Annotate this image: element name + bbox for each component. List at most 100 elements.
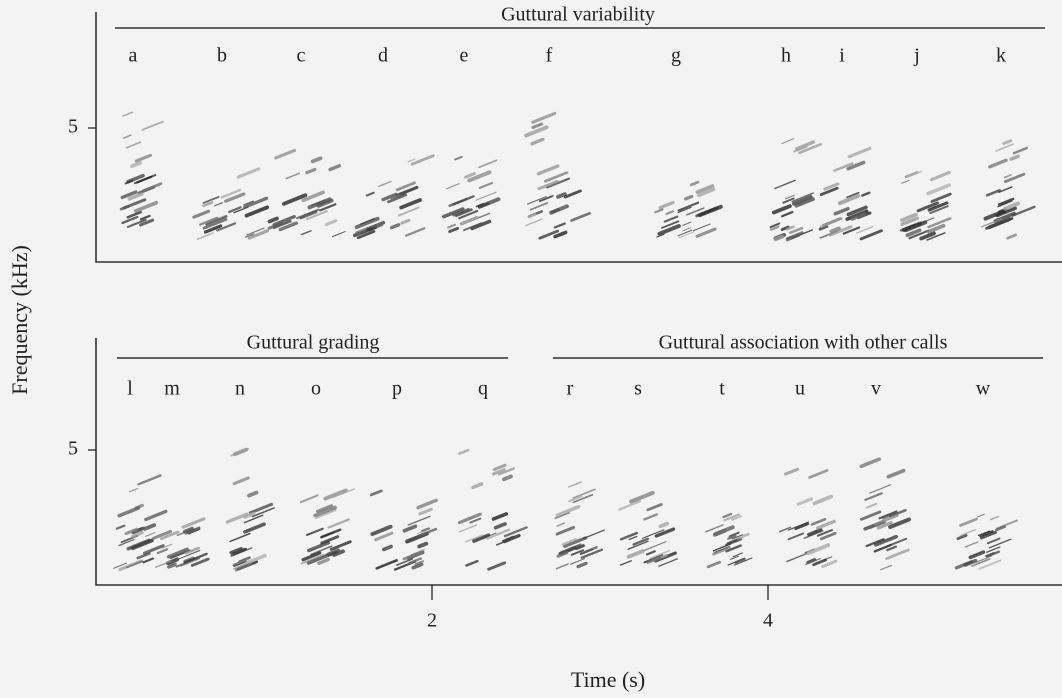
spectrogram-trace xyxy=(229,546,243,554)
spectrogram-trace xyxy=(1012,146,1028,155)
spectrogram-trace xyxy=(865,502,878,509)
spectrogram-trace xyxy=(629,490,655,504)
spectrogram-trace xyxy=(399,198,422,210)
spectrogram-trace xyxy=(692,223,711,232)
spectrogram-trace xyxy=(677,229,693,237)
spectrogram-trace xyxy=(806,558,817,564)
spectrogram-trace xyxy=(161,543,173,549)
spectrogram-trace xyxy=(686,207,705,216)
spectrogram-trace xyxy=(833,162,854,172)
spectrogram-trace xyxy=(301,551,322,562)
spectrogram-trace xyxy=(397,206,420,217)
spectrogram-trace xyxy=(926,183,951,196)
spectrogram-trace xyxy=(879,564,893,571)
spectrogram-trace xyxy=(465,559,479,567)
call-label: q xyxy=(478,378,488,400)
spectrogram-trace xyxy=(903,220,928,233)
spectrogram-trace xyxy=(964,541,979,548)
spectrogram-trace xyxy=(632,537,650,546)
spectrogram-trace xyxy=(626,549,645,559)
panel-1-axes xyxy=(95,12,1062,263)
spectrogram-trace xyxy=(354,216,380,230)
call-label: m xyxy=(164,378,180,400)
spectrogram-trace xyxy=(214,202,223,207)
spectrogram-trace xyxy=(202,201,214,208)
spectrogram-trace xyxy=(232,447,248,457)
y-tick-label: 5 xyxy=(68,116,78,138)
spectrogram-trace xyxy=(120,190,138,200)
spectrogram-trace xyxy=(663,215,679,223)
spectrogram-trace xyxy=(467,170,492,183)
spectrogram-trace xyxy=(665,210,675,215)
spectrogram-trace xyxy=(323,488,348,501)
spectrogram-trace xyxy=(133,200,159,213)
spectrogram-trace xyxy=(971,558,991,567)
spectrogram-trace xyxy=(734,557,746,564)
spectrogram-trace xyxy=(572,488,596,499)
spectrogram-trace xyxy=(684,194,694,201)
spectrogram-trace xyxy=(234,562,252,572)
spectrogram-trace xyxy=(118,539,135,547)
spectrogram-trace xyxy=(815,519,836,530)
spectrogram-trace xyxy=(232,558,250,566)
spectrogram-trace xyxy=(850,212,866,221)
spectrogram-trace xyxy=(407,158,416,163)
spectrogram-trace xyxy=(225,512,249,524)
spectrogram-trace xyxy=(448,226,460,234)
spectrogram-trace xyxy=(730,555,739,560)
spectrogram-trace xyxy=(382,544,393,552)
spectrogram-trace xyxy=(769,222,781,228)
spectrogram-trace xyxy=(774,179,796,190)
spectrogram-trace xyxy=(810,517,827,526)
spectrogram-trace xyxy=(374,531,394,542)
spectrogram-trace xyxy=(306,553,330,565)
spectrogram-trace xyxy=(987,217,1012,230)
spectrogram-trace xyxy=(563,189,582,199)
spectrogram-trace xyxy=(281,193,308,206)
spectrogram-trace xyxy=(310,156,323,164)
spectrogram-trace xyxy=(733,557,753,566)
spectrogram-trace xyxy=(963,558,978,567)
spectrogram-trace xyxy=(454,155,463,161)
spectrogram-trace xyxy=(900,212,918,223)
spectrogram-trace xyxy=(908,229,930,240)
spectrogram-trace xyxy=(798,142,823,155)
spectrogram-trace xyxy=(842,226,861,235)
spectrogram-trace xyxy=(331,231,346,238)
spectrogram-trace xyxy=(202,217,228,230)
spectrogram-trace xyxy=(230,547,246,557)
spectrogram-trace xyxy=(356,230,376,240)
spectrogram-trace xyxy=(1003,201,1020,211)
spectrogram-trace xyxy=(980,530,997,540)
spectrogram-trace xyxy=(859,229,883,241)
spectrogram-trace xyxy=(190,557,210,567)
spectrogram-trace xyxy=(771,204,792,215)
spectrogram-trace xyxy=(712,546,731,556)
spectrogram-trace xyxy=(139,218,155,227)
spectrogram-trace xyxy=(236,167,261,179)
call-label: e xyxy=(460,45,469,67)
spectrogram-trace xyxy=(1006,233,1017,240)
spectrogram-trace xyxy=(649,549,671,560)
spectrogram-trace xyxy=(156,548,169,555)
spectrogram-trace xyxy=(310,545,333,556)
spectrogram-trace xyxy=(167,562,177,569)
spectrogram-trace xyxy=(498,467,515,476)
call-label: j xyxy=(913,45,920,67)
spectrogram-trace xyxy=(125,560,144,569)
spectrogram-trace xyxy=(418,507,433,516)
spectrogram-trace xyxy=(778,526,792,533)
spectrogram-trace xyxy=(919,231,936,241)
spectrogram-trace xyxy=(192,209,211,219)
spectrogram-trace xyxy=(317,557,330,565)
spectrogram-trace xyxy=(628,535,638,541)
spectrogram-trace xyxy=(478,181,494,189)
call-label: r xyxy=(567,378,574,400)
spectrogram-trace xyxy=(658,200,675,210)
spectrogram-trace xyxy=(847,146,872,159)
spectrogram-trace xyxy=(816,529,833,537)
spectrogram-trace xyxy=(485,528,511,540)
spectrogram-trace xyxy=(327,518,350,529)
spectrogram-trace xyxy=(930,192,952,203)
spectrogram-trace xyxy=(576,561,588,569)
